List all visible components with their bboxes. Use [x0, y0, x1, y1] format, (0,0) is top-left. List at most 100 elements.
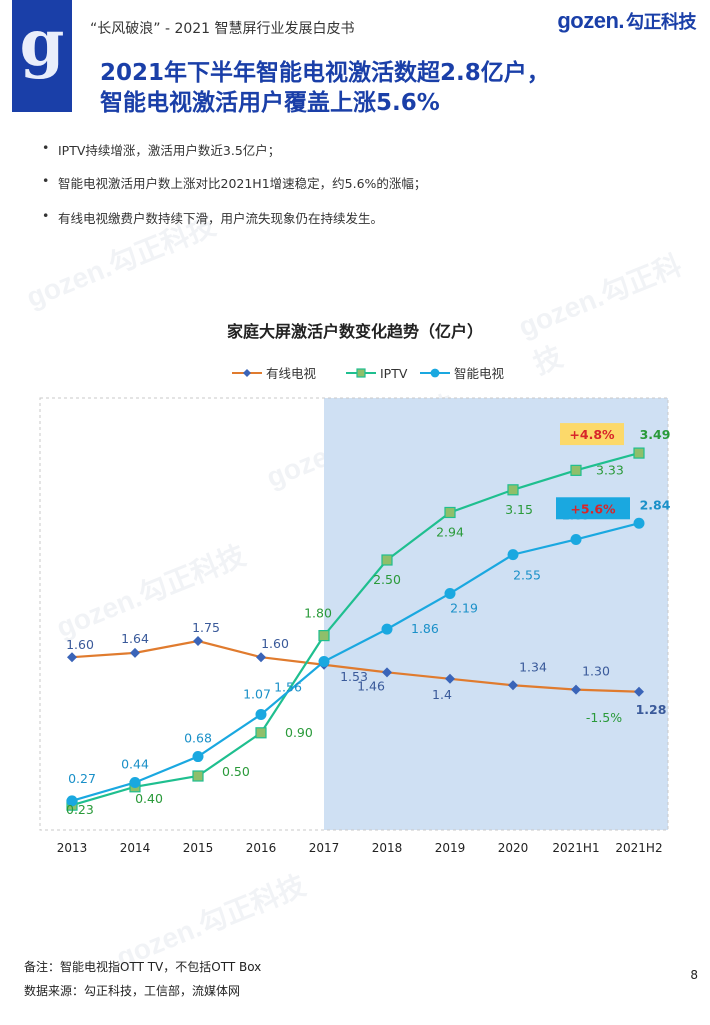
data-label: 2.84 — [640, 497, 671, 512]
marker-circle — [255, 708, 267, 720]
marker-diamond — [193, 636, 203, 646]
marker-diamond — [382, 667, 392, 678]
marker-diamond — [634, 686, 644, 697]
legend-label: 有线电视 — [266, 366, 317, 381]
annotations: +4.8% +5.6% -1.5% — [556, 423, 630, 725]
bullet-list: IPTV持续增涨，激活用户数近3.5亿户； 智能电视激活用户数上涨对比2021H… — [42, 140, 426, 226]
marker-square — [633, 447, 645, 459]
page-title: 2021年下半年智能电视激活数超2.8亿户， 智能电视激活用户覆盖上涨5.6% — [100, 58, 550, 118]
x-tick-label: 2013 — [57, 841, 88, 855]
marker-diamond — [67, 652, 77, 663]
annotation-label: -1.5% — [586, 710, 622, 725]
bullet-item: 有线电视缴费户数持续下滑，用户流失现象仍在持续发生。 — [42, 208, 426, 226]
data-label: 1.46 — [357, 678, 385, 693]
annotation-box — [556, 497, 630, 520]
data-label: 1.56 — [274, 680, 302, 695]
x-tick-label: 2018 — [372, 841, 403, 855]
series-line — [71, 639, 640, 693]
data-label: 1.64 — [121, 631, 149, 646]
chart-title: 家庭大屏激活户数变化趋势（亿户） — [226, 322, 483, 341]
marker-diamond — [256, 652, 266, 663]
data-label: 2.94 — [436, 524, 464, 539]
plot-shade-region — [324, 398, 668, 830]
marker-circle — [633, 517, 645, 529]
footnote: 备注：智能电视指OTT TV，不包括OTT Box — [24, 960, 262, 974]
marker-circle — [381, 623, 393, 635]
logo-letter: g — [19, 6, 65, 81]
data-label: 2.19 — [450, 600, 478, 615]
marker-circle — [507, 549, 519, 561]
x-tick-label: 2021H2 — [615, 841, 662, 855]
marker-square — [444, 506, 456, 519]
data-label: 3.15 — [505, 502, 533, 517]
data-label: 2.55 — [513, 568, 541, 583]
marker-diamond — [243, 369, 251, 377]
data-label: 0.90 — [285, 725, 313, 740]
marker-circle — [129, 776, 141, 788]
data-label: 0.44 — [121, 756, 149, 771]
data-label: 1.4 — [432, 687, 452, 702]
brand-logo: gozen. 勾正科技 — [557, 8, 696, 34]
x-tick-label: 2021H1 — [552, 841, 599, 855]
brand-cn: 勾正科技 — [626, 12, 697, 33]
marker-square — [318, 629, 330, 642]
logo-block: g — [12, 0, 72, 112]
bullet-item: 智能电视激活用户数上涨对比2021H1增速稳定，约5.6%的涨幅； — [42, 173, 426, 191]
legend-label: IPTV — [380, 366, 408, 381]
x-tick-label: 2017 — [309, 841, 340, 855]
data-label: 0.40 — [135, 791, 163, 806]
data-label: 1.07 — [243, 686, 271, 701]
marker-circle — [318, 656, 330, 668]
marker-square — [507, 484, 519, 496]
marker-diamond — [445, 673, 455, 684]
annotation-label: +4.8% — [569, 427, 615, 442]
chart-legend: 有线电视 IPTV 智能电视 — [232, 366, 505, 381]
report-subtitle: “长风破浪” - 2021 智慧屏行业发展白皮书 — [90, 21, 355, 37]
marker-square — [381, 554, 393, 566]
marker-diamond — [571, 684, 581, 695]
x-axis: 2013 2014 2015 2016 2017 2018 2019 2020 2021H1 20… — [57, 841, 663, 855]
data-label: 0.50 — [222, 764, 250, 779]
data-label: 1.30 — [582, 664, 610, 679]
title-line-2: 智能电视激活用户覆盖上涨5.6% — [100, 90, 440, 116]
marker-circle — [192, 751, 204, 763]
marker-square — [570, 464, 582, 476]
data-label: 1.80 — [304, 606, 332, 621]
data-label: 0.68 — [184, 731, 212, 746]
data-source: 数据来源：勾正科技，工信部，流媒体网 — [24, 984, 241, 998]
data-label: 1.28 — [636, 702, 667, 717]
data-label: 1.60 — [66, 637, 94, 652]
title-line-1: 2021年下半年智能电视激活数超2.8亿户， — [100, 60, 550, 86]
marker-circle — [66, 795, 78, 807]
data-labels: 1.60 1.64 1.75 1.60 1.531.46 1.4 1.34 1.30 1.28 0… — [66, 427, 671, 817]
marker-circle — [570, 533, 582, 545]
bullet-item: IPTV持续增涨，激活用户数近3.5亿户； — [42, 140, 426, 158]
line-chart: 有线电视 IPTV 智能电视 2013 2014 2015 2016 2017 2018 201… — [39, 366, 671, 855]
marker-square — [255, 727, 267, 739]
marker-diamond — [130, 647, 140, 658]
x-tick-label: 2014 — [120, 841, 151, 855]
data-label: 2.50 — [373, 572, 401, 587]
data-label: 1.60 — [261, 636, 289, 651]
x-tick-label: 2020 — [498, 841, 529, 855]
data-label: 1.86 — [411, 621, 439, 636]
data-label: 1.75 — [192, 620, 220, 635]
marker-circle — [430, 368, 440, 378]
marker-square — [192, 770, 204, 782]
annotation-label: +5.6% — [570, 501, 616, 516]
page-number: 8 — [690, 968, 698, 982]
data-label: 0.23 — [66, 802, 94, 817]
data-label: 3.49 — [640, 427, 671, 442]
series-line — [71, 452, 640, 807]
x-tick-label: 2019 — [435, 841, 466, 855]
data-label: 1.34 — [519, 659, 547, 674]
plot-frame — [39, 397, 669, 831]
marker-square — [356, 368, 366, 378]
series-line — [71, 522, 640, 802]
series-lines — [71, 452, 640, 807]
marker-circle — [444, 587, 456, 599]
annotation-box — [560, 423, 624, 446]
data-label: 0.27 — [68, 771, 96, 786]
x-tick-label: 2015 — [183, 841, 214, 855]
data-label: 3.33 — [596, 462, 624, 477]
